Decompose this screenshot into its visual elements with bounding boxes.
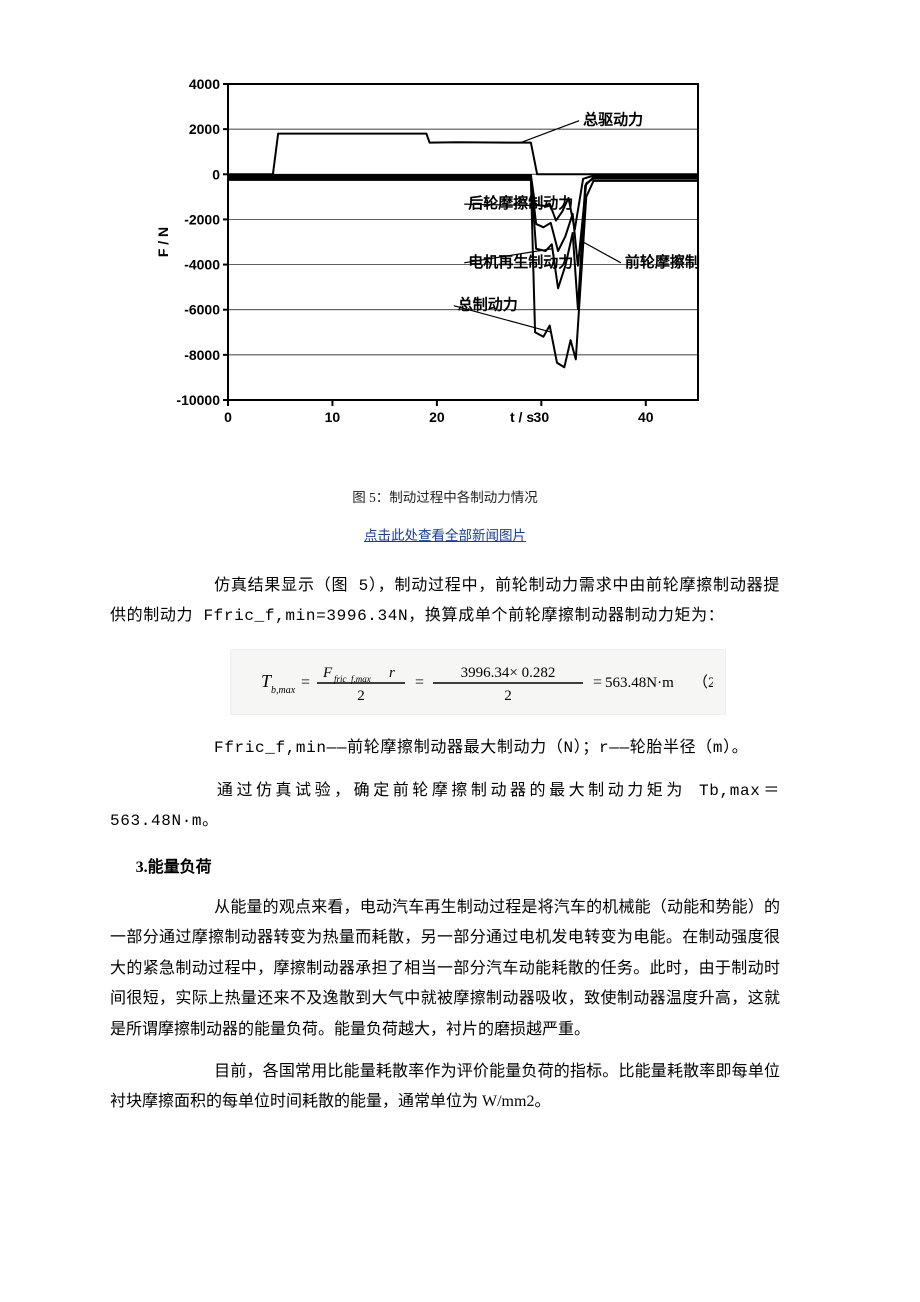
svg-text:2: 2 [504, 688, 512, 704]
svg-text:-2000: -2000 [184, 211, 220, 227]
svg-text:20: 20 [429, 409, 445, 425]
svg-text:后轮摩擦制动力: 后轮摩擦制动力 [468, 194, 573, 212]
svg-text:fric_f,max: fric_f,max [334, 674, 371, 684]
svg-text:b,max: b,max [271, 685, 296, 696]
figure-caption: 图 5：制动过程中各制动力情况 [110, 485, 780, 511]
svg-text:2: 2 [357, 688, 365, 704]
svg-text:=: = [415, 674, 424, 691]
chart-svg: -10000 -8000 -6000 -4000 -2000 0 2000 4000 0 10 20… [150, 70, 710, 450]
svg-text:-10000: -10000 [176, 392, 220, 408]
svg-text:F: F [322, 665, 333, 681]
paragraph-3: 通过仿真试验，确定前轮摩擦制动器的最大制动力矩为 Tb,max＝563.48N·… [110, 776, 780, 837]
svg-text:3996.34× 0.282: 3996.34× 0.282 [461, 665, 556, 681]
svg-text:-8000: -8000 [184, 347, 220, 363]
svg-text:0: 0 [224, 409, 232, 425]
view-all-news-images-link[interactable]: 点击此处查看全部新闻图片 [110, 523, 780, 549]
svg-text:（2）: （2） [693, 674, 713, 691]
paragraph-5: 目前，各国常用比能量耗散率作为评价能量负荷的指标。比能量耗散率即每单位衬块摩擦面… [110, 1057, 780, 1118]
svg-text:=: = [301, 674, 310, 691]
svg-text:10: 10 [325, 409, 341, 425]
svg-text:总制动力: 总制动力 [458, 296, 518, 314]
equation-2: Tb,max=Ffric_f,maxr2=3996.34× 0.2822=563… [230, 649, 726, 715]
paragraph-1: 仿真结果显示（图 5），制动过程中，前轮制动力需求中由前轮摩擦制动器提供的制动力… [110, 571, 780, 632]
svg-text:40: 40 [638, 409, 654, 425]
svg-text:电机再生制动力: 电机再生制动力 [468, 253, 573, 271]
paragraph-4: 从能量的观点来看，电动汽车再生制动过程是将汽车的机械能（动能和势能）的一部分通过… [110, 893, 780, 1045]
svg-text:4000: 4000 [189, 76, 220, 92]
svg-text:563.48N·m: 563.48N·m [605, 675, 674, 691]
svg-text:2000: 2000 [189, 121, 220, 137]
svg-text:=: = [593, 674, 602, 691]
svg-text:-4000: -4000 [184, 257, 220, 273]
svg-text:总驱动力: 总驱动力 [583, 111, 643, 129]
svg-text:前轮摩擦制: 前轮摩擦制 [625, 253, 700, 271]
section-3-heading: 3.能量负荷 [110, 853, 780, 883]
svg-text:F / N: F / N [155, 227, 171, 257]
svg-text:0: 0 [212, 166, 220, 182]
svg-text:r: r [389, 665, 395, 681]
braking-force-chart: -10000 -8000 -6000 -4000 -2000 0 2000 4000 0 10 20… [150, 70, 710, 461]
paragraph-2: Ffric_f,min——前轮摩擦制动器最大制动力（N）；r——轮胎半径（m）。 [110, 733, 780, 763]
svg-text:30: 30 [534, 409, 550, 425]
svg-text:-6000: -6000 [184, 302, 220, 318]
svg-text:t / s: t / s [510, 409, 534, 425]
